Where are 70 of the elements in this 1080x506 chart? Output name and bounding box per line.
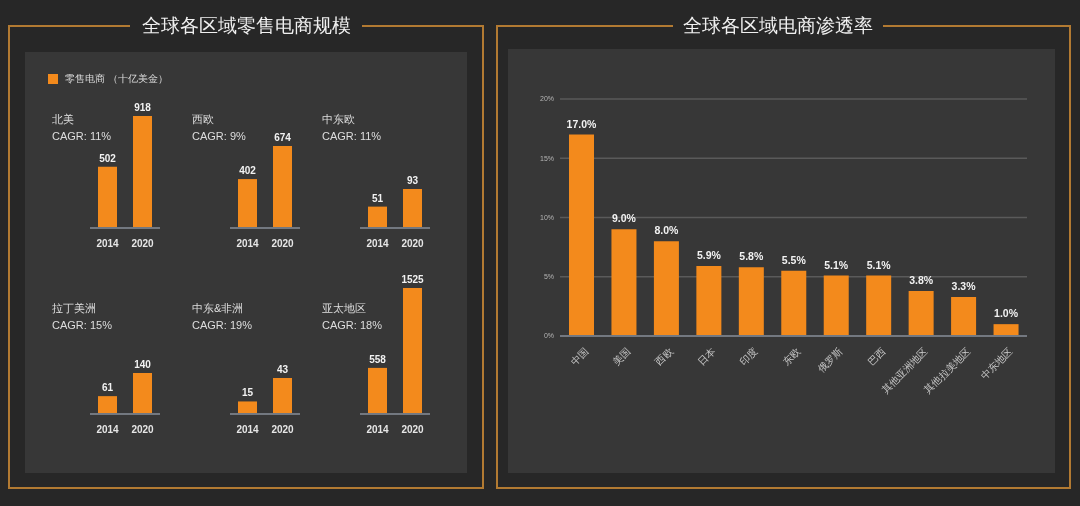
text: 全球各区域零售电商规模: [130, 12, 362, 40]
legend-label: 零售电商 （十亿美金）: [65, 72, 168, 86]
chart-title: 中东欧: [322, 112, 355, 126]
bar: [653, 241, 679, 336]
data-label: 43: [276, 364, 289, 375]
chart-title: 中东&非洲: [192, 301, 244, 315]
x-tick-label: 2020: [271, 424, 295, 435]
text: CAGR: 11%: [52, 129, 112, 143]
x-tick-label: 2014: [236, 238, 260, 249]
text: 亚太地区: [322, 301, 366, 315]
data-label: 918: [134, 102, 152, 113]
x-tick-label: 2020: [401, 424, 425, 435]
data-label: 93: [406, 175, 419, 186]
bar: [569, 134, 594, 336]
x-tick-label: 印度: [738, 345, 760, 368]
data-label: 61: [101, 382, 114, 394]
data-label: 3.3%: [951, 279, 977, 292]
x-tick-label: 2014: [96, 424, 120, 435]
bar: [738, 267, 764, 336]
data-label: 5.8%: [739, 250, 764, 263]
x-tick-label: 中东地区: [978, 345, 1015, 382]
data-label: 15: [241, 387, 254, 399]
data-label: 140: [134, 359, 152, 370]
chart-subtitle: CAGR: 11%: [322, 129, 382, 143]
text: CAGR: 18%: [322, 318, 382, 332]
x-tick-label: 东欧: [780, 345, 803, 368]
x-tick-label: 美国: [610, 345, 633, 368]
bar: [611, 229, 637, 336]
data-label: 3.8%: [909, 273, 934, 286]
chart-subtitle: CAGR: 9%: [192, 129, 246, 143]
data-label: 8.0%: [654, 224, 680, 237]
x-tick-label: 2020: [131, 238, 155, 249]
x-tick-label: 2020: [401, 238, 425, 249]
x-tick-label: 俄罗斯: [815, 345, 845, 375]
x-tick-label: 2020: [271, 238, 295, 249]
x-tick-label: 西欧: [653, 345, 676, 368]
bar: [696, 266, 722, 336]
chart-title: 全球各区域电商渗透率: [673, 12, 883, 40]
data-label: 5.5%: [781, 253, 807, 266]
data-label: 1.0%: [994, 307, 1019, 320]
x-tick-label: 中国: [568, 345, 591, 368]
data-label: 674: [274, 132, 292, 143]
bar: [993, 324, 1019, 336]
data-label: 5.1%: [866, 258, 892, 271]
bar: [823, 275, 849, 336]
data-label: 9.0%: [611, 212, 637, 225]
bar: [951, 296, 977, 336]
data-label: 402: [239, 165, 257, 177]
x-tick-label: 日本: [695, 345, 718, 368]
bar: [866, 275, 892, 336]
data-label: 1525: [401, 274, 425, 285]
data-label: 5.9%: [696, 249, 722, 262]
data-label: 558: [369, 353, 387, 365]
chart-subtitle: CAGR: 15%: [52, 318, 112, 332]
bar: [781, 270, 807, 336]
x-tick-label: 巴西: [865, 345, 888, 368]
data-label: 5.1%: [824, 258, 849, 271]
x-tick-label: 2014: [366, 238, 390, 249]
data-label: 502: [99, 152, 117, 164]
chart-title: 北美: [52, 112, 74, 126]
x-tick-label: 2020: [131, 424, 155, 435]
chart-subtitle: CAGR: 19%: [192, 318, 252, 332]
chart-title: 西欧: [192, 112, 214, 126]
x-tick-label: 2014: [366, 424, 390, 435]
data-label: 51: [371, 192, 384, 204]
chart-title: 拉丁美洲: [52, 301, 96, 315]
x-tick-label: 2014: [236, 424, 260, 435]
data-label: 17.0%: [566, 117, 598, 130]
x-tick-label: 2014: [96, 238, 120, 249]
bar: [908, 290, 934, 336]
